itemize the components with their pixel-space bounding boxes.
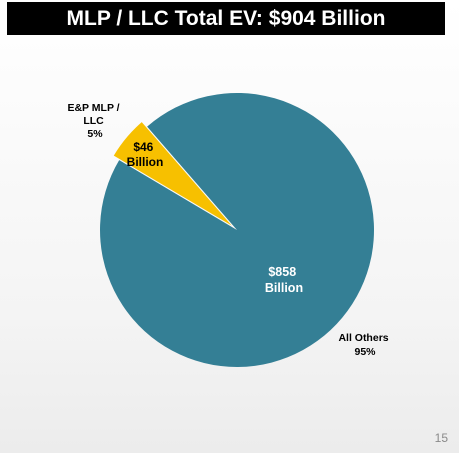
pie-slice-all-others <box>100 92 375 367</box>
title-bar: MLP / LLC Total EV: $904 Billion <box>7 2 445 35</box>
slice-label-all-others: All Others 95% <box>338 332 391 358</box>
slice-name-ep-line1: E&P MLP / <box>67 102 119 114</box>
page-number: 15 <box>434 431 448 445</box>
pie-slices <box>100 92 375 367</box>
slice-value-others-line1: $858 <box>268 265 296 279</box>
slice-name-others: All Others <box>338 332 388 344</box>
slice-value-label-ep-mlp-llc: $46 Billion <box>127 140 164 169</box>
slice-label-ep-mlp-llc: E&P MLP / LLC 5% <box>67 102 122 140</box>
slice-name-ep-line2: LLC <box>83 115 104 127</box>
slice-value-ep-line1: $46 <box>133 140 153 154</box>
slice-value-others-line2: Billion <box>265 281 303 295</box>
slide-title: MLP / LLC Total EV: $904 Billion <box>66 7 386 30</box>
slice-percent-ep: 5% <box>87 128 103 140</box>
pie-slice-ep-mlp-llc <box>113 122 232 226</box>
slice-percent-others: 95% <box>354 346 376 358</box>
slice-value-ep-line2: Billion <box>127 155 164 169</box>
slice-value-label-all-others: $858 Billion <box>265 265 303 295</box>
